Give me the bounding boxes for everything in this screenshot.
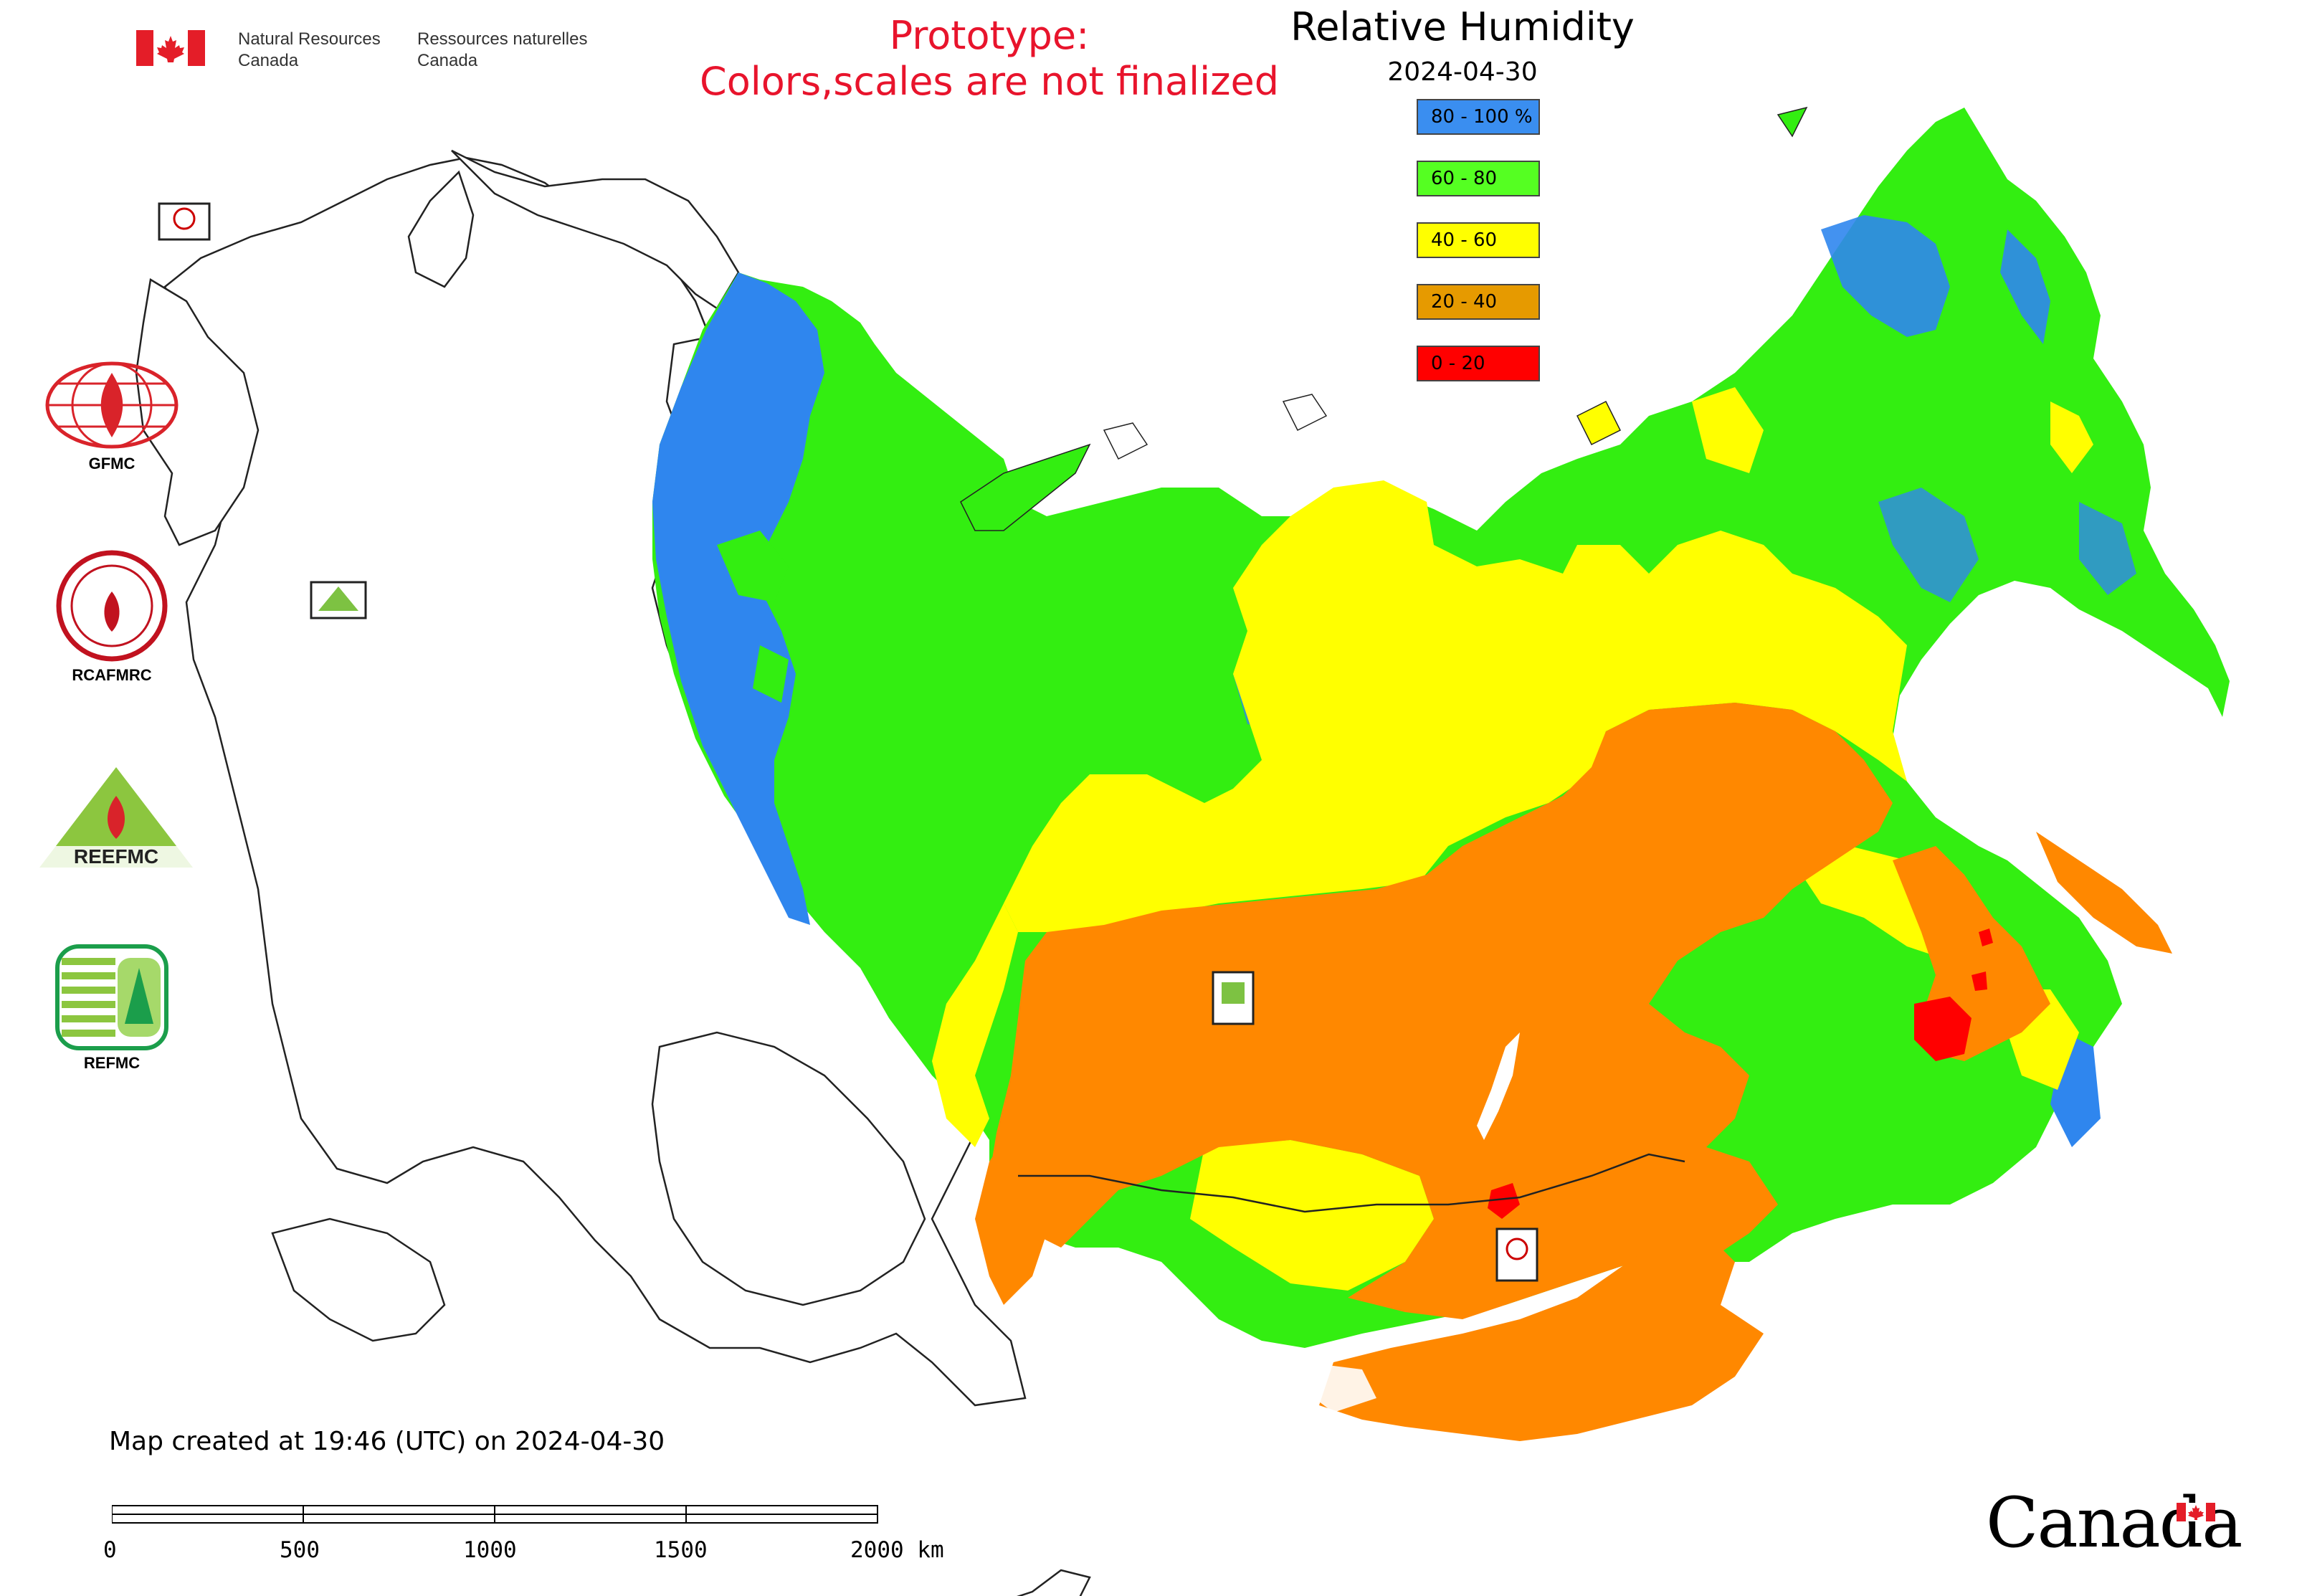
- reefmc-logo: REEFMC: [37, 767, 195, 870]
- country-outlines: [135, 149, 1091, 1596]
- legend-item-60-80: 60 - 80: [1417, 161, 1540, 196]
- arctic-islands: [960, 106, 1808, 531]
- scale-bar: [111, 1503, 886, 1534]
- map-date: 2024-04-30: [1387, 57, 1538, 87]
- station-marker-rcafmrc: [1495, 1227, 1538, 1282]
- refmc-label: REFMC: [83, 1054, 141, 1072]
- station-marker-refmc: [1212, 971, 1255, 1025]
- scale-label-500: 500: [280, 1537, 320, 1563]
- canada-flag-icon: [136, 30, 205, 69]
- map-title: Relative Humidity: [1290, 4, 1635, 49]
- gfmc-logo-icon: [44, 358, 180, 455]
- gfmc-logo: GFMC: [40, 358, 184, 473]
- canada-wordmark-flag-icon: [2177, 1503, 2215, 1524]
- gfmc-label: GFMC: [88, 455, 135, 472]
- humidity-field: [652, 108, 2230, 1441]
- rcafmrc-logo-icon: [54, 548, 169, 666]
- border-line: [1018, 1153, 1685, 1213]
- station-marker-reefmc: [310, 581, 367, 619]
- refmc-logo-icon: [54, 944, 169, 1054]
- station-marker-gfmc: [158, 202, 211, 241]
- scale-label-1000: 1000: [463, 1537, 517, 1563]
- canada-wordmark-text: Canada: [1986, 1483, 2242, 1563]
- legend-item-0-20: 0 - 20: [1417, 346, 1540, 381]
- rcafmrc-label: RCAFMRC: [72, 666, 152, 684]
- agency-name-en: Natural Resources Canada: [238, 29, 381, 70]
- agency-name-fr: Ressources naturelles Canada: [417, 29, 588, 70]
- scale-label-2000: 2000 km: [850, 1537, 944, 1563]
- canada-wordmark: Canada: [1986, 1483, 2242, 1563]
- legend-item-20-40: 20 - 40: [1417, 284, 1540, 320]
- prototype-notice-line2: Colors,scales are not finalized: [700, 59, 1279, 104]
- reefmc-logo-text: REEFMC: [74, 845, 158, 868]
- scale-label-0: 0: [103, 1537, 117, 1563]
- legend-item-40-60: 40 - 60: [1417, 222, 1540, 258]
- reefmc-logo-icon: REEFMC: [39, 767, 193, 870]
- map-created-text: Map created at 19:46 (UTC) on 2024-04-30: [109, 1427, 665, 1456]
- rcafmrc-logo: RCAFMRC: [40, 548, 184, 685]
- prototype-notice: Prototype: Colors,scales are not finaliz…: [631, 13, 1348, 105]
- refmc-logo: REFMC: [40, 944, 184, 1073]
- prototype-notice-line1: Prototype:: [889, 13, 1090, 58]
- scale-label-1500: 1500: [654, 1537, 708, 1563]
- legend-item-80-100: 80 - 100 %: [1417, 99, 1540, 135]
